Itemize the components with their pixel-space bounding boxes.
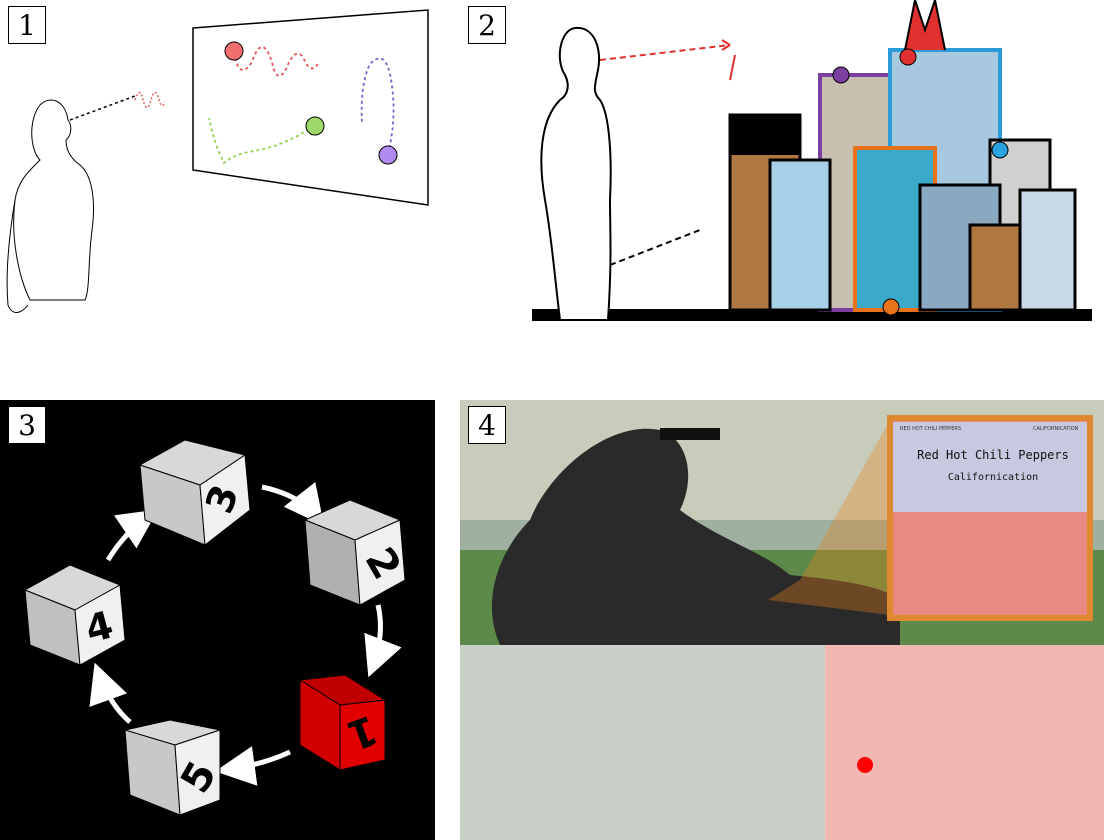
panel-2-illustration: [532, 0, 1092, 321]
header-right: CALIFORNICATION: [1033, 426, 1079, 432]
man-figure: [540, 26, 612, 321]
panel-number-1: 1: [8, 6, 46, 44]
panel-number-3: 3: [8, 406, 46, 444]
die-4: 4: [23, 564, 126, 666]
header-left: RED HOT CHILI PEPPERS: [900, 426, 961, 432]
track-name: Californication: [947, 472, 1039, 483]
purple-target: [832, 66, 850, 84]
green-target: [305, 116, 325, 136]
panel-4: 4 Red Hot Chili Peppers Californication …: [460, 400, 1104, 840]
panel-number-2: 2: [468, 6, 506, 44]
panel-number-4: 4: [468, 406, 506, 444]
panel-2: 2: [460, 0, 1104, 330]
die-3: 3: [138, 439, 251, 546]
die-2: 2: [303, 499, 409, 606]
purple-target: [378, 145, 398, 165]
screen: [192, 9, 429, 206]
city-buildings: [728, 0, 1077, 312]
orange-target: [882, 298, 900, 316]
person: [491, 428, 900, 645]
blue-target: [991, 141, 1009, 159]
artist-name: Red Hot Chili Peppers: [917, 448, 1069, 462]
die-5: 5: [123, 719, 226, 816]
woman-figure: [13, 99, 94, 301]
panel-4-photo: [460, 400, 1104, 840]
panel-1: 1: [0, 0, 440, 330]
die-1-highlighted: 1: [298, 674, 387, 771]
dice-cycle: 3 2 1 5 4: [23, 439, 409, 816]
panel-1-illustration: [6, 9, 429, 313]
red-target: [224, 41, 244, 61]
red-target: [899, 48, 917, 66]
panel-3: 3 3 2 1: [0, 400, 435, 840]
